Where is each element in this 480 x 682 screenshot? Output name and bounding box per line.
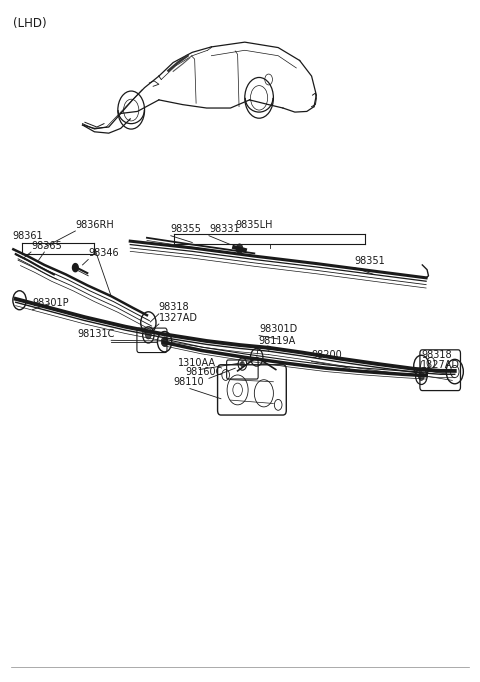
Text: 1327AD: 1327AD: [421, 359, 460, 370]
Text: 98331: 98331: [209, 224, 240, 235]
Circle shape: [161, 337, 168, 346]
Circle shape: [419, 372, 424, 381]
Text: 98365: 98365: [31, 241, 62, 251]
Text: 98355: 98355: [171, 224, 202, 235]
Text: (LHD): (LHD): [13, 17, 47, 30]
Circle shape: [145, 331, 151, 339]
Text: 98301P: 98301P: [33, 299, 69, 308]
Text: 98301D: 98301D: [259, 324, 297, 334]
Text: 98361: 98361: [12, 231, 43, 241]
Circle shape: [240, 361, 244, 367]
Text: 98351: 98351: [355, 256, 385, 266]
Text: 1327AD: 1327AD: [159, 312, 198, 323]
Circle shape: [236, 244, 243, 254]
Circle shape: [72, 263, 78, 271]
Text: 9835LH: 9835LH: [235, 220, 273, 230]
Text: 98119A: 98119A: [258, 336, 295, 346]
Text: 98160C: 98160C: [185, 367, 223, 377]
Text: 98318: 98318: [159, 303, 190, 312]
Text: 98318: 98318: [421, 350, 452, 360]
Text: 98200: 98200: [312, 350, 342, 360]
Text: 98346: 98346: [88, 248, 119, 258]
Text: 1310AA: 1310AA: [178, 358, 216, 368]
Text: 98131C: 98131C: [78, 329, 115, 339]
Text: 9836RH: 9836RH: [75, 220, 114, 230]
Text: 98110: 98110: [173, 377, 204, 387]
